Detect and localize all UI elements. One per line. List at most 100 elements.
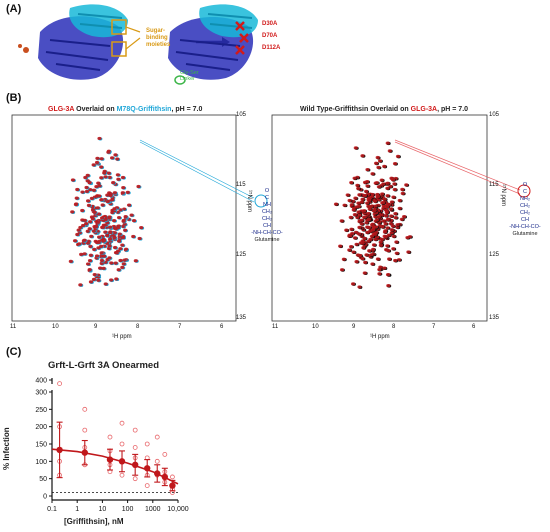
protein-ribbon-diagram bbox=[18, 4, 258, 85]
y-tick-label: 100 bbox=[35, 459, 47, 466]
nmr-peak-red bbox=[133, 259, 138, 263]
mean-point bbox=[106, 456, 114, 463]
mean-point bbox=[118, 458, 126, 465]
nmr-peak-red bbox=[399, 217, 404, 221]
nmr-peak-red bbox=[82, 252, 87, 256]
nmr-peak-red bbox=[87, 181, 92, 185]
nmr-peak-red bbox=[380, 225, 385, 229]
nmr-peak-red bbox=[362, 193, 368, 198]
nmr-peak-red bbox=[72, 239, 78, 243]
nmr-peak-red bbox=[382, 197, 387, 201]
nmr-peak-red bbox=[361, 246, 366, 250]
nmr-peak-red bbox=[360, 197, 365, 201]
nmr-peak-red bbox=[347, 248, 352, 252]
nmr-peak-red bbox=[99, 176, 104, 180]
nmr-peak-red bbox=[394, 240, 399, 244]
nmr-peak-red bbox=[382, 164, 387, 168]
nmr-peak-red bbox=[84, 222, 89, 226]
nmr-peak-red bbox=[109, 261, 114, 265]
nmr-peak-red bbox=[387, 257, 392, 261]
nmr-peak-red bbox=[368, 204, 374, 209]
nmr-peak-red bbox=[92, 272, 97, 277]
nmr-peak-red bbox=[338, 244, 343, 248]
replicate-point bbox=[132, 445, 138, 450]
replicate-point bbox=[154, 434, 160, 440]
y-tick-label: 0 bbox=[43, 494, 47, 501]
y-tick-label: 300 bbox=[35, 390, 47, 397]
fit-curve bbox=[51, 448, 179, 485]
nmr-peak-red bbox=[353, 196, 358, 200]
nmr-peak-red bbox=[70, 178, 76, 182]
mean-point bbox=[56, 446, 63, 454]
replicate-point bbox=[82, 406, 88, 412]
nmr-peak-red bbox=[96, 181, 101, 185]
nmr-peak-red bbox=[123, 215, 128, 219]
nmr-peak-red bbox=[385, 141, 390, 145]
nmr-peak-red bbox=[349, 203, 354, 207]
nmr-peak-red bbox=[377, 272, 382, 276]
nmr-peak-red bbox=[377, 267, 382, 272]
replicate-point bbox=[154, 458, 160, 464]
nmr-peak-red bbox=[367, 249, 372, 253]
nmr-peak-red bbox=[118, 247, 123, 251]
nmr-peak-red bbox=[124, 247, 129, 251]
protein-right bbox=[168, 4, 258, 85]
nmr-peak-red bbox=[76, 228, 81, 232]
nmr-peak-red bbox=[96, 278, 101, 282]
nmr-peak-red bbox=[354, 260, 359, 264]
replicate-point bbox=[132, 427, 138, 433]
replicate-point bbox=[119, 420, 125, 426]
nmr-peak-red bbox=[385, 218, 390, 222]
nmr-peak-red bbox=[107, 175, 112, 179]
nmr-peak-red bbox=[70, 210, 75, 214]
nmr-peak-red bbox=[115, 157, 120, 161]
nmr-peak-red bbox=[355, 215, 360, 219]
x-tick-label: 1000 bbox=[145, 506, 161, 513]
nmr-peak-red bbox=[353, 146, 358, 150]
nmr-peak-red bbox=[108, 230, 113, 235]
nmr-peak-red bbox=[392, 187, 397, 192]
protein-left bbox=[18, 4, 128, 80]
nmr-peak-red bbox=[348, 244, 354, 249]
y-tick-label: 400 bbox=[35, 378, 47, 385]
nmr-peak-red bbox=[88, 220, 93, 224]
nmr-peak-red bbox=[107, 256, 112, 260]
nmr-peak-red bbox=[385, 226, 390, 230]
nmr-peak-red bbox=[352, 176, 357, 180]
replicate-point bbox=[119, 441, 125, 447]
nmr-peak-red bbox=[393, 211, 398, 216]
panel-b-label: (B) bbox=[6, 92, 22, 104]
nmr-peak-red bbox=[97, 184, 102, 188]
nmr-peak-red bbox=[114, 277, 119, 281]
nmr-peak-red bbox=[364, 221, 369, 225]
nmr-peak-red bbox=[122, 258, 127, 262]
y-tick-label: 150 bbox=[35, 442, 47, 449]
nmr-peak-red bbox=[99, 198, 104, 202]
nmr-peak-red bbox=[94, 160, 100, 165]
nmr-peak-red bbox=[75, 187, 80, 192]
nmr-peak-red bbox=[378, 243, 383, 247]
nmr-peak-red bbox=[397, 198, 402, 203]
nmr-peak-red bbox=[391, 195, 396, 199]
nmr-spectra bbox=[11, 114, 531, 322]
nmr-peak-red bbox=[383, 235, 388, 239]
panel-a-label: (A) bbox=[6, 3, 22, 15]
nmr-peak-red bbox=[94, 224, 99, 229]
nmr-peak-red bbox=[105, 199, 110, 204]
mean-point bbox=[81, 449, 88, 456]
nmr-peak-red bbox=[365, 201, 370, 205]
nmr-peak-red bbox=[85, 173, 90, 177]
nmr-peak-red bbox=[116, 215, 122, 220]
nmr-peak-red bbox=[360, 257, 365, 261]
nmr-peak-red bbox=[373, 232, 378, 236]
nmr-peak-red bbox=[98, 244, 104, 248]
nmr-peak-red bbox=[85, 241, 90, 245]
replicate-point bbox=[144, 441, 150, 447]
nmr-peak-red bbox=[360, 241, 365, 245]
nmr-peak-red bbox=[95, 206, 100, 210]
nmr-peak-red bbox=[371, 247, 376, 251]
nmr-peak-red bbox=[97, 194, 102, 198]
nmr-peak-red bbox=[384, 210, 389, 215]
nmr-peak-red bbox=[386, 249, 391, 253]
nmr-peak-red bbox=[385, 186, 390, 190]
